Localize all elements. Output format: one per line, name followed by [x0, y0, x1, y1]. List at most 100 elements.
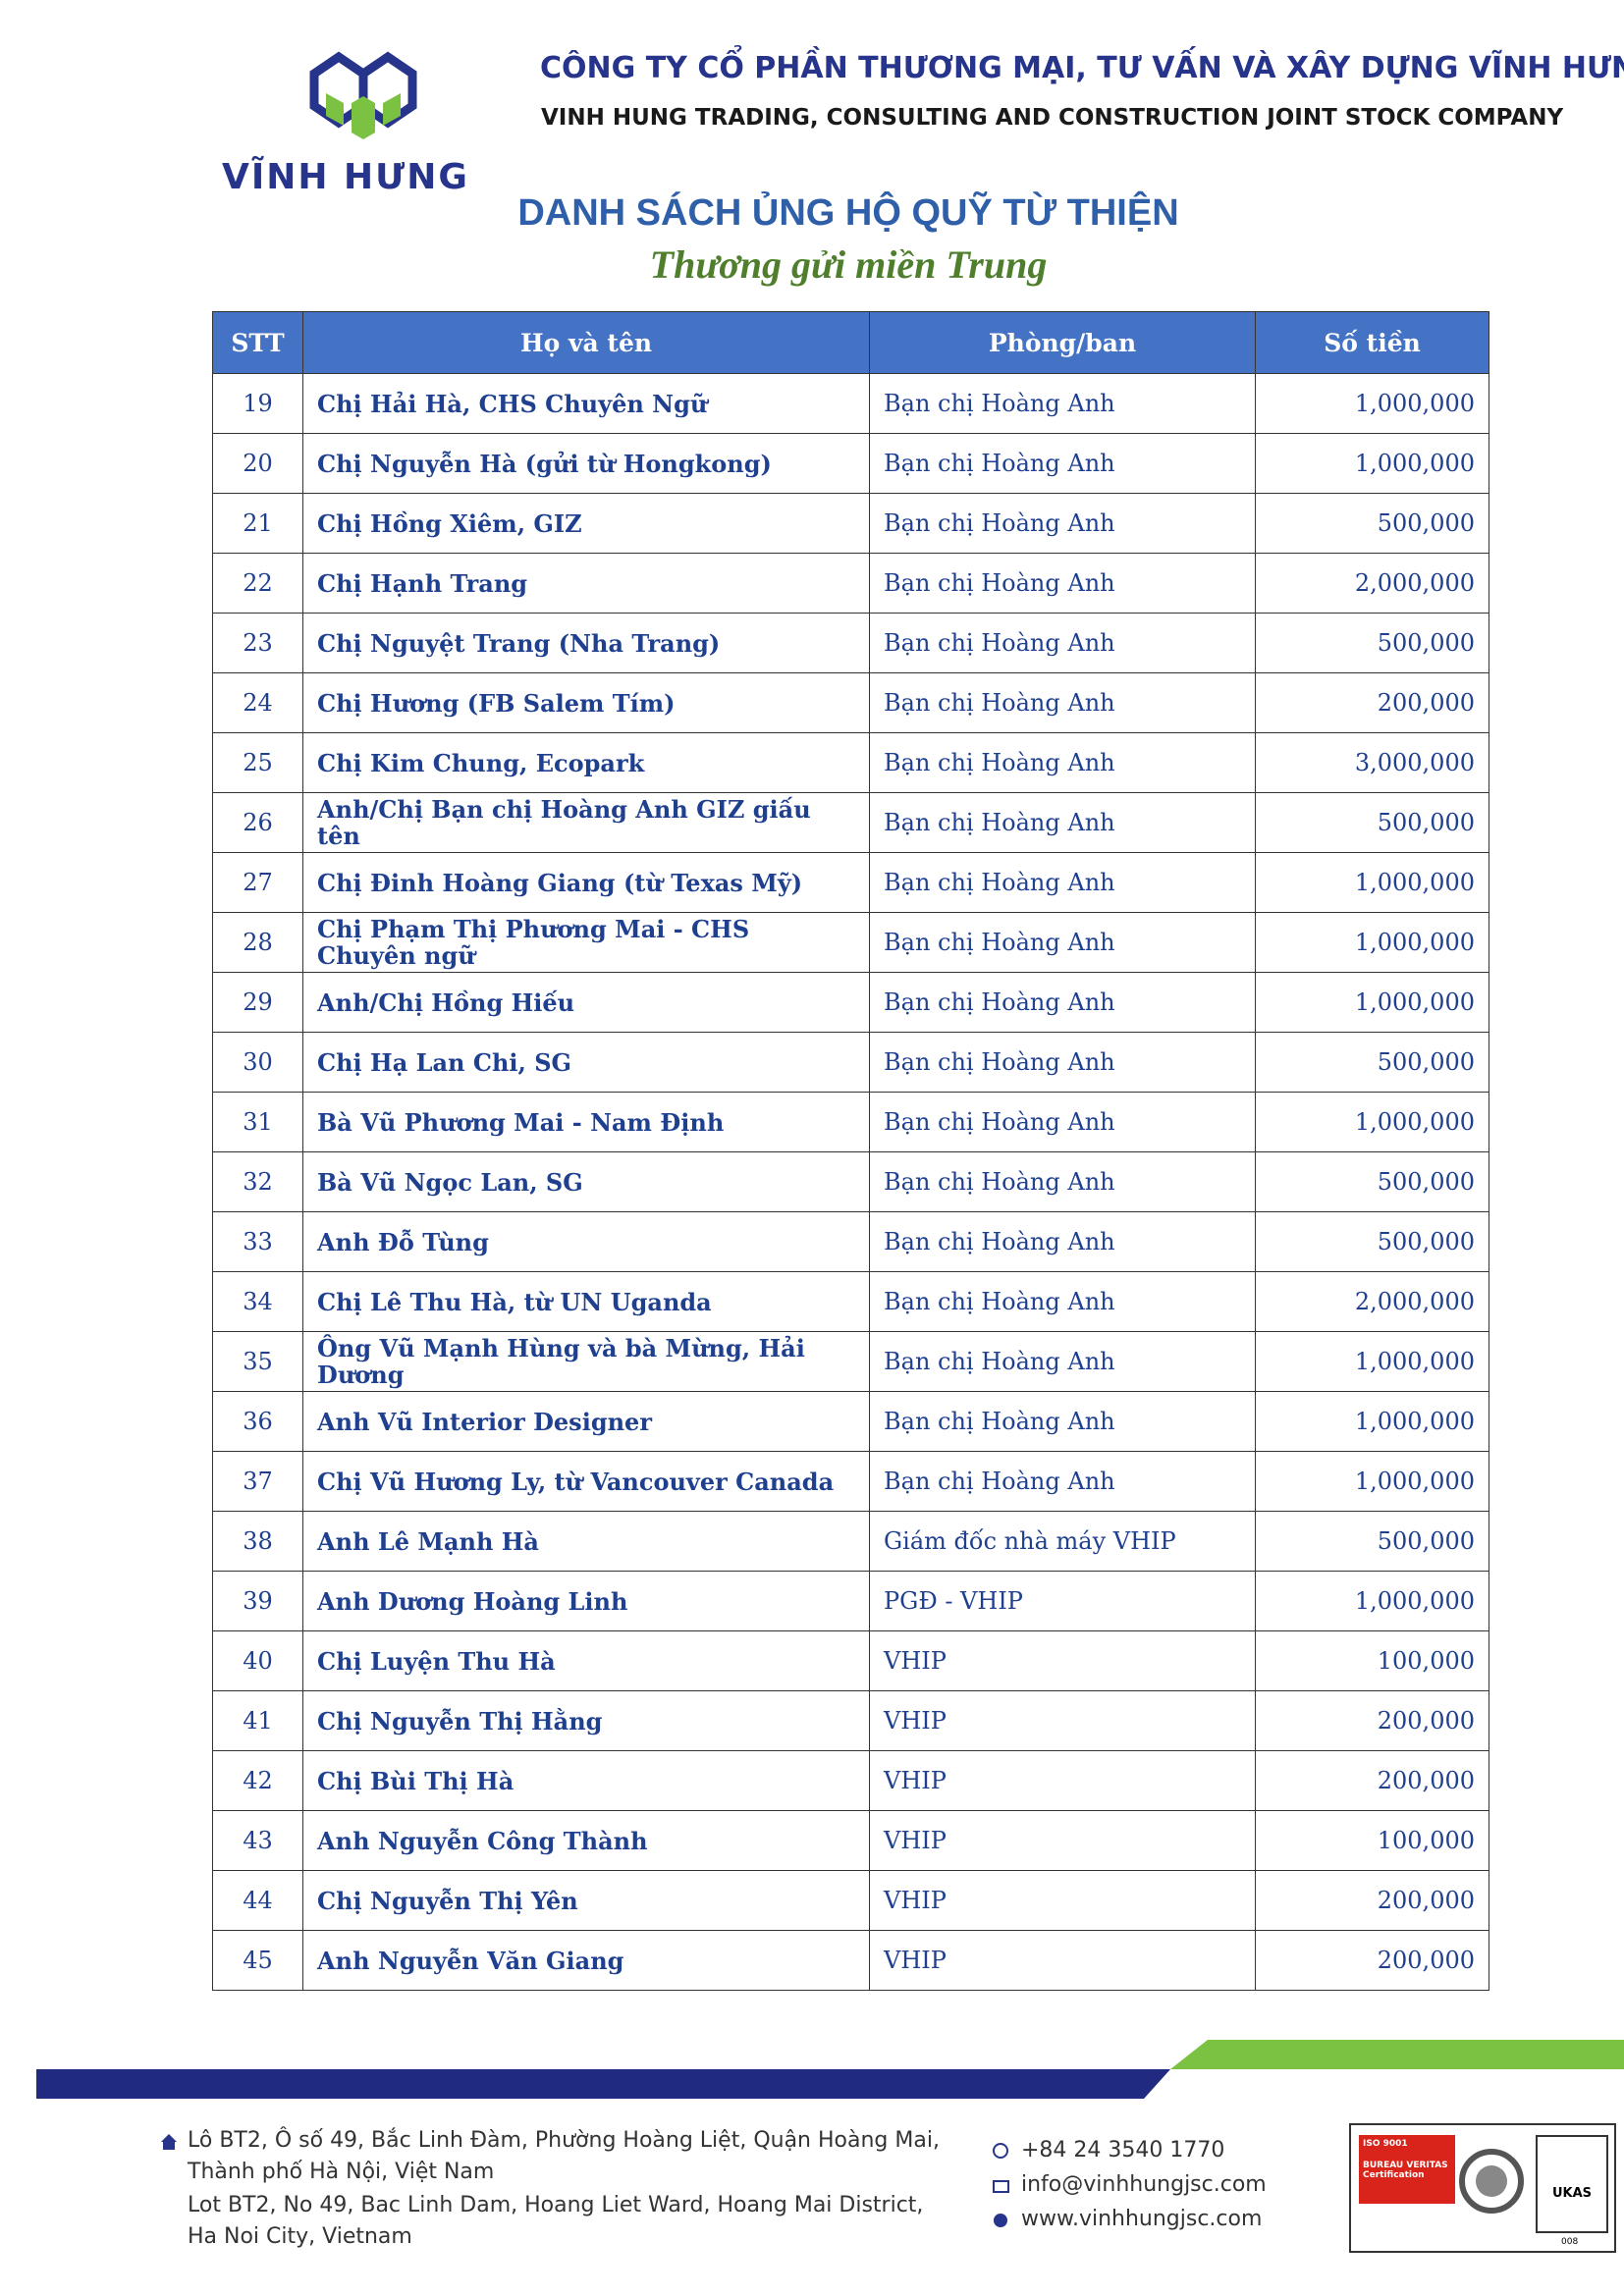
amount: 1,000,000 — [1255, 1571, 1489, 1631]
department: Bạn chị Hoàng Anh — [869, 1391, 1256, 1452]
amount: 200,000 — [1255, 672, 1489, 733]
amount: 500,000 — [1255, 1211, 1489, 1272]
department: VHIP — [869, 1630, 1256, 1691]
donor-name: Chị Hồng Xiêm, GIZ — [302, 493, 870, 554]
donor-name: Anh Vũ Interior Designer — [302, 1391, 870, 1452]
website: www.vinhhungjsc.com — [1021, 2207, 1263, 2231]
amount: 200,000 — [1255, 1930, 1489, 1991]
table-row: 19 Chị Hải Hà, CHS Chuyên Ngữ Bạn chị Hoàn… — [212, 373, 1489, 434]
amount: 200,000 — [1255, 1750, 1489, 1811]
row-number: 29 — [212, 972, 303, 1033]
department: Bạn chị Hoàng Anh — [869, 792, 1256, 853]
table-row: 40 Chị Luyện Thu Hà VHIP 100,000 — [212, 1630, 1489, 1691]
table-row: 23 Chị Nguyệt Trang (Nha Trang) Bạn chị Ho… — [212, 613, 1489, 673]
donor-name: Chị Nguyệt Trang (Nha Trang) — [302, 613, 870, 673]
department: VHIP — [869, 1810, 1256, 1871]
amount: 1,000,000 — [1255, 433, 1489, 494]
row-number: 30 — [212, 1032, 303, 1093]
table-row: 37 Chị Vũ Hương Ly, từ Vancouver Canada Bạ… — [212, 1451, 1489, 1512]
department: Bạn chị Hoàng Anh — [869, 433, 1256, 494]
department: Bạn chị Hoàng Anh — [869, 1032, 1256, 1093]
department: Bạn chị Hoàng Anh — [869, 553, 1256, 614]
department: Bạn chị Hoàng Anh — [869, 732, 1256, 793]
table-row: 32 Bà Vũ Ngọc Lan, SG Bạn chị Hoàng Anh 500… — [212, 1151, 1489, 1212]
table-row: 30 Chị Hạ Lan Chi, SG Bạn chị Hoàng Anh 500… — [212, 1032, 1489, 1093]
table-row: 21 Chị Hồng Xiêm, GIZ Bạn chị Hoàng Anh 500… — [212, 493, 1489, 554]
donor-name: Chị Nguyễn Hà (gửi từ Hongkong) — [302, 433, 870, 494]
row-number: 22 — [212, 553, 303, 614]
donor-name: Anh Dương Hoàng Linh — [302, 1571, 870, 1631]
logo-icon — [309, 51, 417, 139]
contact-icons — [993, 2143, 1009, 2227]
department: PGĐ - VHIP — [869, 1571, 1256, 1631]
table-row: 20 Chị Nguyễn Hà (gửi từ Hongkong) Bạn chị… — [212, 433, 1489, 494]
row-number: 32 — [212, 1151, 303, 1212]
donor-name: Chị Kim Chung, Ecopark — [302, 732, 870, 793]
donor-name: Anh Lê Mạnh Hà — [302, 1511, 870, 1572]
amount: 200,000 — [1255, 1690, 1489, 1751]
certification-badge: ISO 9001 BUREAU VERITAS Certification UK… — [1349, 2123, 1616, 2253]
header-row: STT Họ và tên Phòng/ban Số tiền — [212, 311, 1489, 374]
department: VHIP — [869, 1870, 1256, 1931]
row-number: 24 — [212, 672, 303, 733]
donor-name: Chị Luyện Thu Hà — [302, 1630, 870, 1691]
department: Bạn chị Hoàng Anh — [869, 1092, 1256, 1152]
table-row: 42 Chị Bùi Thị Hà VHIP 200,000 — [212, 1750, 1489, 1811]
department: Bạn chị Hoàng Anh — [869, 1271, 1256, 1332]
department: Bạn chị Hoàng Anh — [869, 912, 1256, 973]
row-number: 40 — [212, 1630, 303, 1691]
department: Bạn chị Hoàng Anh — [869, 1151, 1256, 1212]
bureau-veritas-seal — [1459, 2149, 1524, 2214]
department: Giám đốc nhà máy VHIP — [869, 1511, 1256, 1572]
table-body: 19 Chị Hải Hà, CHS Chuyên Ngữ Bạn chị Hoàn… — [212, 373, 1489, 1991]
table-row: 44 Chị Nguyễn Thị Yên VHIP 200,000 — [212, 1870, 1489, 1931]
row-number: 37 — [212, 1451, 303, 1512]
logo-text: VĨNH HƯNG — [222, 157, 469, 197]
table-row: 34 Chị Lê Thu Hà, từ UN Uganda Bạn chị Hoà… — [212, 1271, 1489, 1332]
table-row: 43 Anh Nguyễn Công Thành VHIP 100,000 — [212, 1810, 1489, 1871]
row-number: 42 — [212, 1750, 303, 1811]
badge-text: Certification — [1363, 2170, 1425, 2180]
row-number: 35 — [212, 1331, 303, 1392]
donor-name: Anh/Chị Hồng Hiếu — [302, 972, 870, 1033]
phone: +84 24 3540 1770 — [1021, 2138, 1225, 2163]
department: Bạn chị Hoàng Anh — [869, 1331, 1256, 1392]
column-header: Số tiền — [1255, 311, 1489, 374]
amount: 500,000 — [1255, 1511, 1489, 1572]
table-row: 33 Anh Đỗ Tùng Bạn chị Hoàng Anh 500,000 — [212, 1211, 1489, 1272]
column-header: STT — [212, 311, 303, 374]
donor-name: Chị Hương (FB Salem Tím) — [302, 672, 870, 733]
row-number: 33 — [212, 1211, 303, 1272]
donor-name: Chị Đinh Hoàng Giang (từ Texas Mỹ) — [302, 852, 870, 913]
donor-name: Ông Vũ Mạnh Hùng và bà Mừng, Hải Dương — [302, 1331, 870, 1392]
address-line: Lô BT2, Ô số 49, Bắc Linh Đàm, Phường Ho… — [188, 2128, 940, 2153]
title: DANH SÁCH ỦNG HỘ QUỸ TỪ THIỆN — [517, 192, 1179, 234]
department: Bạn chị Hoàng Anh — [869, 672, 1256, 733]
donor-name: Anh/Chị Bạn chị Hoàng Anh GIZ giấu tên — [302, 792, 870, 853]
row-number: 21 — [212, 493, 303, 554]
row-number: 19 — [212, 373, 303, 434]
department: Bạn chị Hoàng Anh — [869, 972, 1256, 1033]
row-number: 45 — [212, 1930, 303, 1991]
company-name-vi: CÔNG TY CỔ PHẦN THƯƠNG MẠI, TƯ VẤN VÀ XÂ… — [540, 51, 1624, 85]
amount: 1,000,000 — [1255, 1092, 1489, 1152]
donor-name: Anh Nguyễn Văn Giang — [302, 1930, 870, 1991]
donor-name: Bà Vũ Ngọc Lan, SG — [302, 1151, 870, 1212]
row-number: 44 — [212, 1870, 303, 1931]
amount: 1,000,000 — [1255, 1451, 1489, 1512]
amount: 1,000,000 — [1255, 1331, 1489, 1392]
donor-name: Chị Nguyễn Thị Yên — [302, 1870, 870, 1931]
amount: 500,000 — [1255, 1032, 1489, 1093]
column-header: Họ và tên — [302, 311, 870, 374]
department: VHIP — [869, 1690, 1256, 1751]
donor-name: Anh Đỗ Tùng — [302, 1211, 870, 1272]
table-row: 38 Anh Lê Mạnh Hà Giám đốc nhà máy VHIP 500… — [212, 1511, 1489, 1572]
company-name-en: VINH HUNG TRADING, CONSULTING AND CONSTR… — [541, 105, 1564, 131]
amount: 500,000 — [1255, 493, 1489, 554]
amount: 2,000,000 — [1255, 553, 1489, 614]
table-row: 25 Chị Kim Chung, Ecopark Bạn chị Hoàng An… — [212, 732, 1489, 793]
table-row: 35 Ông Vũ Mạnh Hùng và bà Mừng, Hải Dương… — [212, 1331, 1489, 1392]
donation-table: STT Họ và tên Phòng/ban Số tiền 19 Chị Hải H… — [212, 311, 1489, 1991]
row-number: 34 — [212, 1271, 303, 1332]
